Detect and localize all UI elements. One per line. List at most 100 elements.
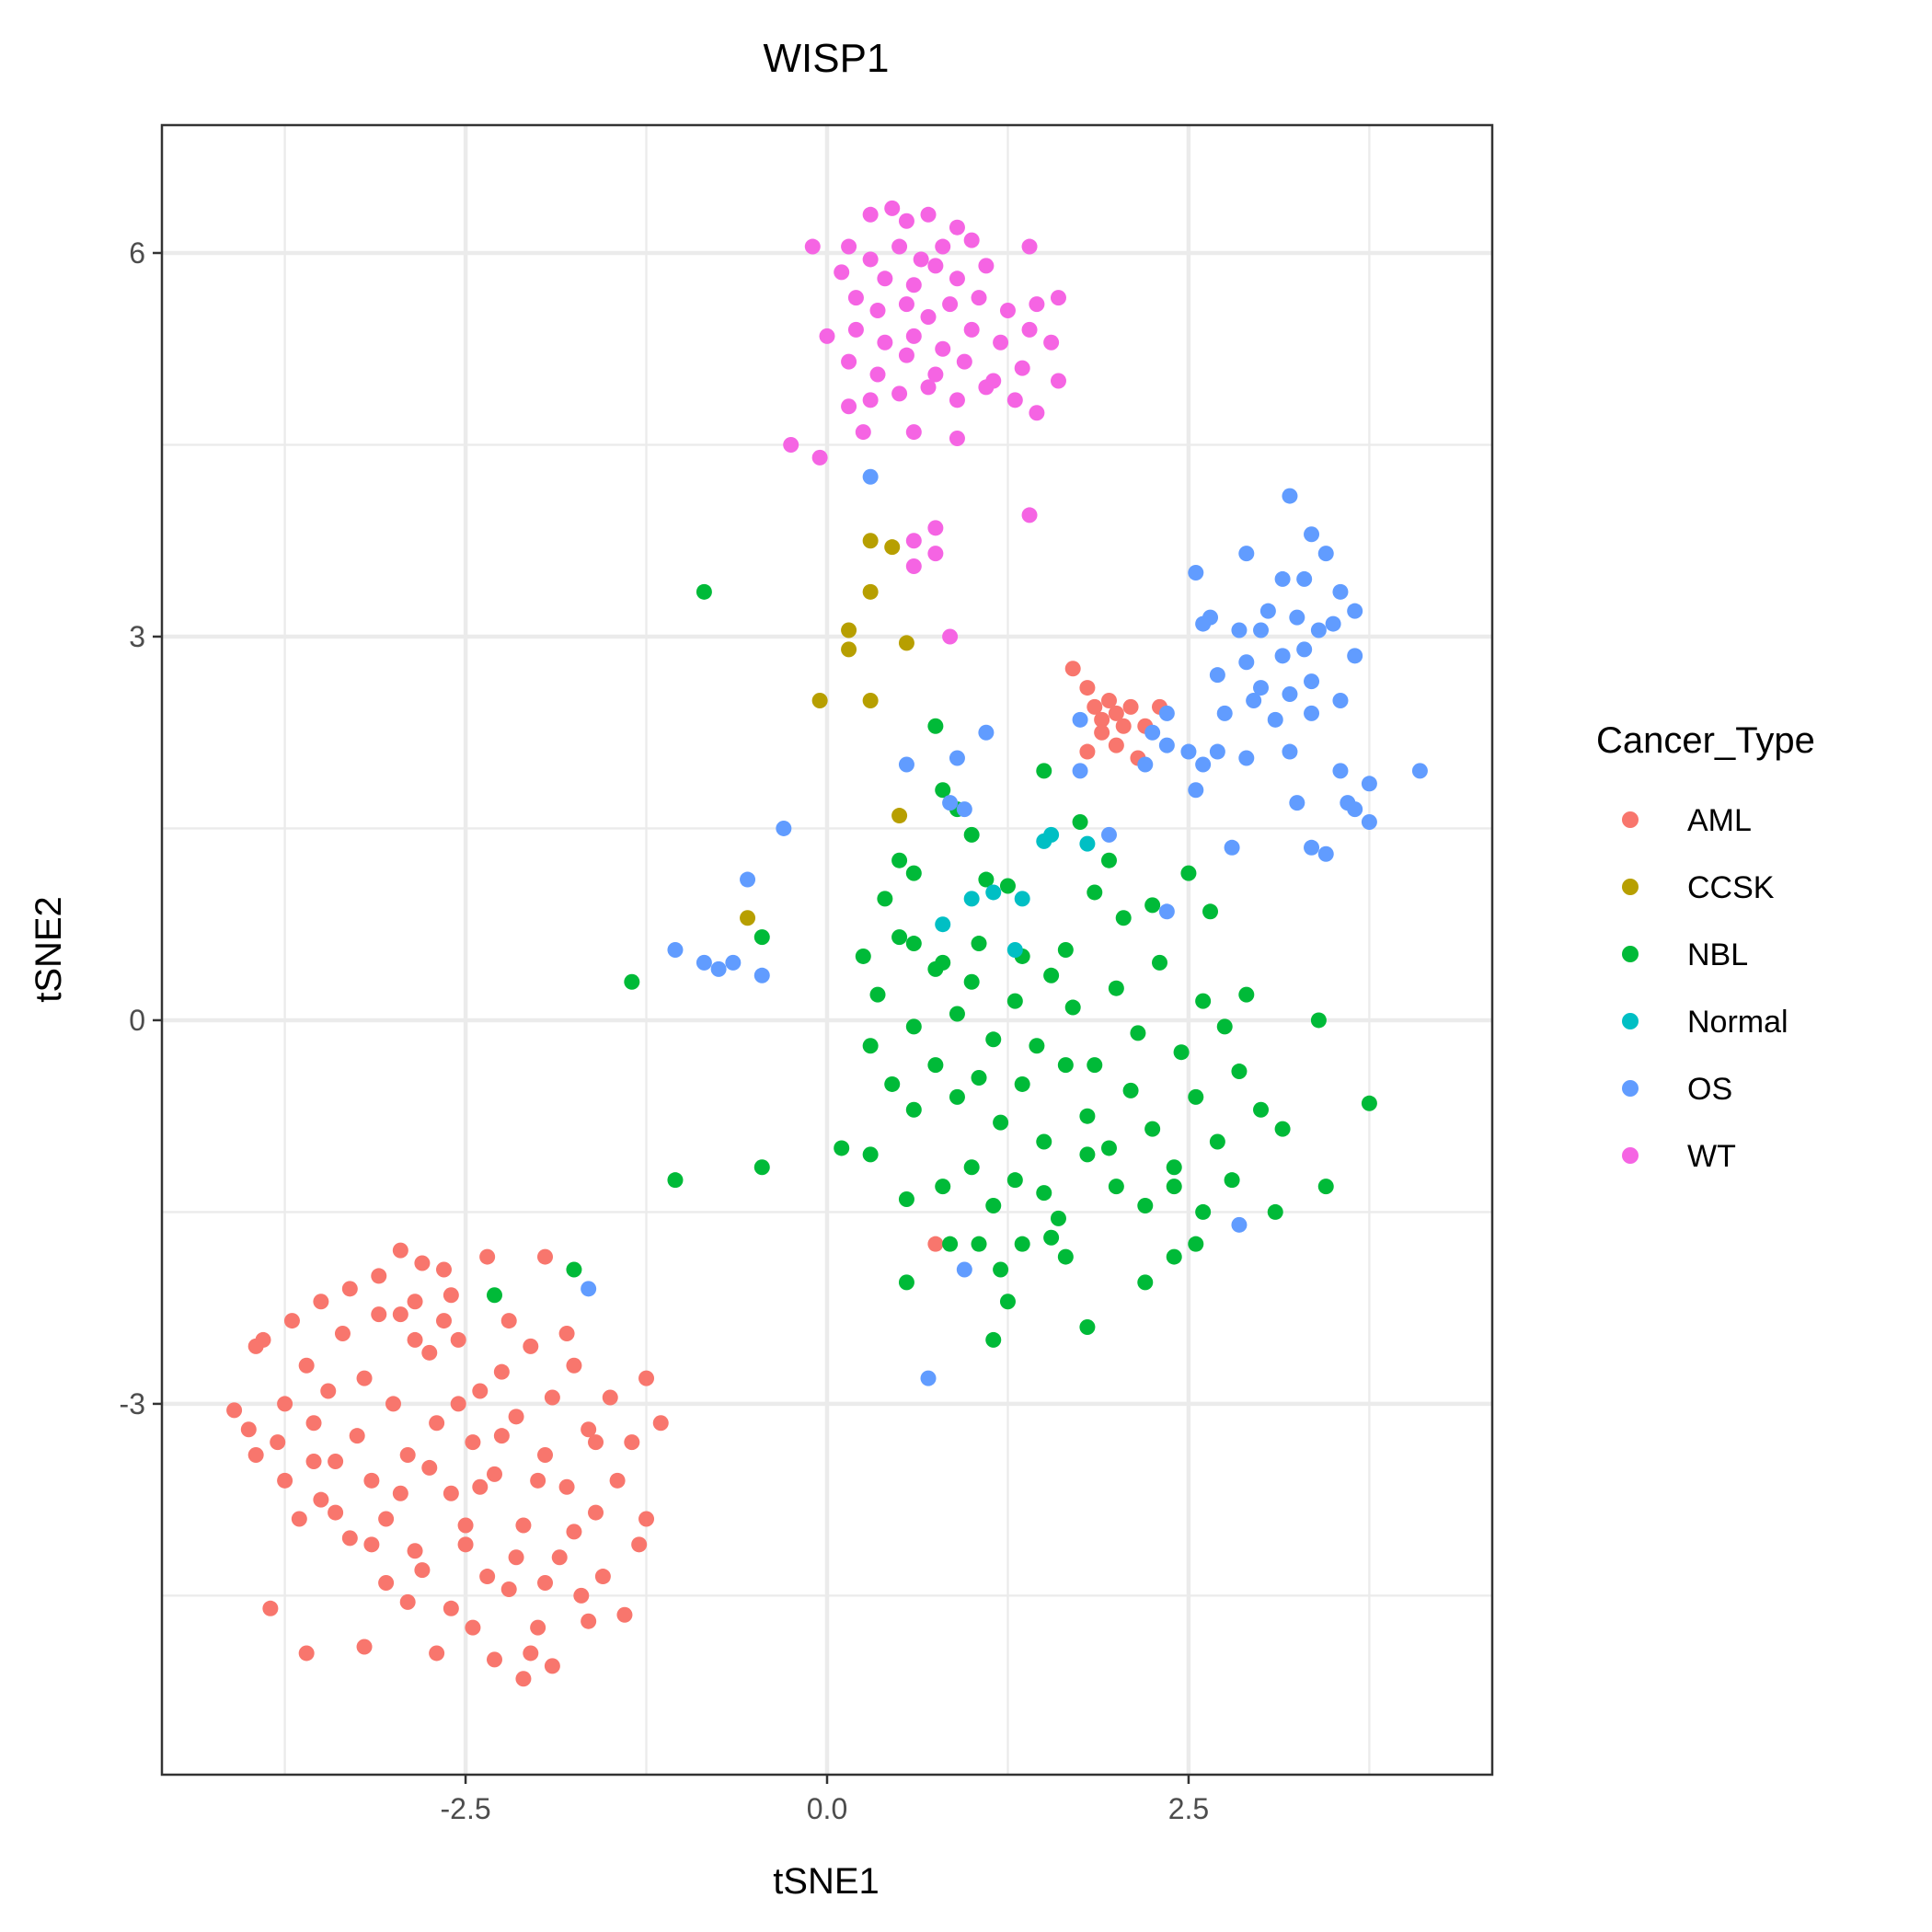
point-wt: [905, 424, 922, 441]
point-wt: [999, 303, 1016, 319]
point-nbl: [862, 1038, 879, 1054]
point-os: [1274, 648, 1291, 664]
point-nbl: [971, 936, 987, 952]
point-aml: [508, 1409, 524, 1425]
point-os: [1361, 814, 1377, 831]
point-os: [1259, 603, 1276, 619]
point-os: [581, 1281, 597, 1297]
point-wt: [847, 290, 864, 306]
point-os: [1332, 763, 1349, 779]
point-wt: [905, 277, 922, 293]
point-nbl: [877, 891, 893, 907]
point-os: [1325, 615, 1341, 632]
x-tick-label: -2.5: [440, 1792, 490, 1825]
point-os: [956, 1261, 972, 1278]
point-os: [1253, 680, 1270, 696]
point-nbl: [884, 1075, 901, 1092]
point-aml: [1122, 698, 1139, 715]
point-wt: [891, 385, 908, 402]
point-wt: [898, 213, 914, 229]
point-nbl: [1253, 1101, 1270, 1118]
point-os: [1072, 711, 1088, 728]
point-nbl: [985, 1331, 1002, 1348]
point-os: [1188, 782, 1204, 799]
point-aml: [544, 1389, 560, 1406]
point-nbl: [1057, 942, 1074, 958]
point-os: [1100, 826, 1117, 843]
point-os: [1253, 622, 1270, 638]
point-nbl: [1087, 1057, 1103, 1074]
point-wt: [949, 270, 965, 287]
point-wt: [1021, 321, 1038, 338]
point-wt: [905, 558, 922, 575]
point-wt: [898, 296, 914, 313]
point-os: [1310, 622, 1327, 638]
point-wt: [1050, 290, 1066, 306]
point-aml: [479, 1248, 496, 1265]
point-aml: [363, 1536, 380, 1553]
point-wt: [869, 366, 886, 383]
point-nbl: [1043, 967, 1060, 983]
point-aml: [313, 1491, 329, 1508]
point-nbl: [1079, 1146, 1096, 1163]
point-os: [1304, 705, 1320, 721]
point-os: [1209, 667, 1225, 684]
point-os: [1317, 845, 1334, 862]
point-aml: [581, 1421, 597, 1438]
point-aml: [1079, 680, 1096, 696]
point-nbl: [1100, 852, 1117, 868]
point-aml: [240, 1421, 257, 1438]
point-aml: [515, 1517, 532, 1534]
point-nbl: [935, 782, 951, 799]
point-nbl: [1050, 1210, 1066, 1226]
point-aml: [371, 1306, 387, 1323]
legend-key-wt: [1622, 1147, 1639, 1164]
point-aml: [328, 1504, 344, 1521]
point-nbl: [1036, 763, 1052, 779]
point-os: [1304, 673, 1320, 690]
point-aml: [247, 1447, 264, 1464]
point-wt: [993, 334, 1009, 351]
point-ccsk: [862, 533, 879, 549]
point-os: [1158, 903, 1175, 920]
point-wt: [1029, 296, 1045, 313]
point-nbl: [1122, 1082, 1139, 1098]
point-wt: [891, 238, 908, 255]
point-aml: [493, 1363, 510, 1380]
point-ccsk: [841, 622, 857, 638]
point-nbl: [927, 718, 944, 734]
point-aml: [328, 1453, 344, 1469]
point-aml: [1115, 718, 1132, 734]
point-nbl: [1036, 1133, 1052, 1150]
point-nbl: [905, 865, 922, 881]
point-aml: [1064, 661, 1081, 677]
point-os: [1282, 743, 1298, 760]
axis-ticks: -2.5 0.0 2.5 -3 0 3 6: [120, 236, 1210, 1825]
point-aml: [435, 1261, 452, 1278]
point-wt: [942, 296, 959, 313]
point-aml: [515, 1671, 532, 1687]
point-aml: [1108, 705, 1124, 721]
point-nbl: [1079, 1319, 1096, 1336]
point-aml: [385, 1396, 401, 1412]
point-wt: [869, 303, 886, 319]
point-wt: [811, 449, 828, 466]
point-nbl: [1006, 1172, 1023, 1189]
point-aml: [1100, 692, 1117, 708]
point-nbl: [949, 1088, 965, 1105]
point-nbl: [753, 1159, 770, 1176]
legend-key-ccsk: [1622, 879, 1639, 895]
point-aml: [465, 1619, 481, 1636]
point-wt: [905, 328, 922, 344]
point-os: [1304, 839, 1320, 856]
point-aml: [341, 1530, 358, 1547]
point-wt: [905, 533, 922, 549]
point-nbl: [905, 1101, 922, 1118]
point-wt: [847, 321, 864, 338]
point-aml: [638, 1370, 655, 1386]
point-os: [1347, 801, 1363, 818]
point-nbl: [971, 1069, 987, 1086]
point-nbl: [963, 826, 980, 843]
point-os: [1289, 795, 1305, 811]
point-aml: [450, 1396, 466, 1412]
